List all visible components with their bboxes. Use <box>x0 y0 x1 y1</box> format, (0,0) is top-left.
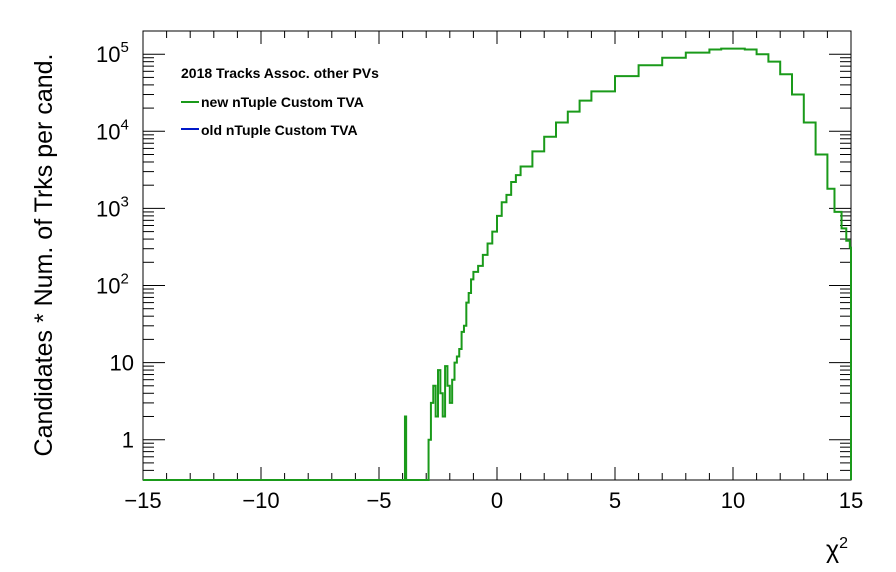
x-axis-label-chi: χ <box>826 536 839 564</box>
legend-label-new: new nTuple Custom TVA <box>201 94 364 110</box>
y-tick-label: 103 <box>96 193 129 221</box>
x-axis-label: χ2 <box>826 535 848 564</box>
x-tick-label: −15 <box>124 488 161 513</box>
x-tick-label: 5 <box>609 488 621 513</box>
y-tick-exp: 5 <box>120 39 128 56</box>
y-tick-label: 1 <box>122 428 134 453</box>
y-tick-label: 104 <box>96 116 129 144</box>
y-tick-base: 10 <box>96 196 120 221</box>
legend-header: 2018 Tracks Assoc. other PVs <box>181 65 379 81</box>
axis-ticks <box>142 30 852 481</box>
y-tick-base: 10 <box>96 119 120 144</box>
y-tick-base: 10 <box>96 42 120 67</box>
y-tick-base: 1 <box>122 428 134 453</box>
y-axis-label: Candidates * Num. of Trks per cand. <box>30 54 58 457</box>
y-tick-exp: 4 <box>120 116 128 133</box>
x-tick-label: 10 <box>721 488 745 513</box>
y-tick-exp: 3 <box>120 193 128 210</box>
y-tick-label: 105 <box>96 39 129 67</box>
y-tick-base: 10 <box>110 351 134 376</box>
x-axis-label-exp: 2 <box>839 535 848 552</box>
legend: 2018 Tracks Assoc. other PVs new nTuple … <box>181 65 379 138</box>
legend-label-old: old nTuple Custom TVA <box>201 122 358 138</box>
x-tick-labels: −15 −10 −5 0 5 10 15 <box>124 488 863 513</box>
series-line-new <box>143 47 852 481</box>
x-tick-label: 0 <box>491 488 503 513</box>
y-tick-exp: 2 <box>120 270 128 287</box>
y-tick-label: 102 <box>96 270 129 298</box>
x-tick-label: 15 <box>839 488 863 513</box>
y-tick-label: 10 <box>110 351 134 376</box>
y-tick-base: 10 <box>96 273 120 298</box>
x-tick-label: −10 <box>242 488 279 513</box>
x-tick-label: −5 <box>366 488 391 513</box>
